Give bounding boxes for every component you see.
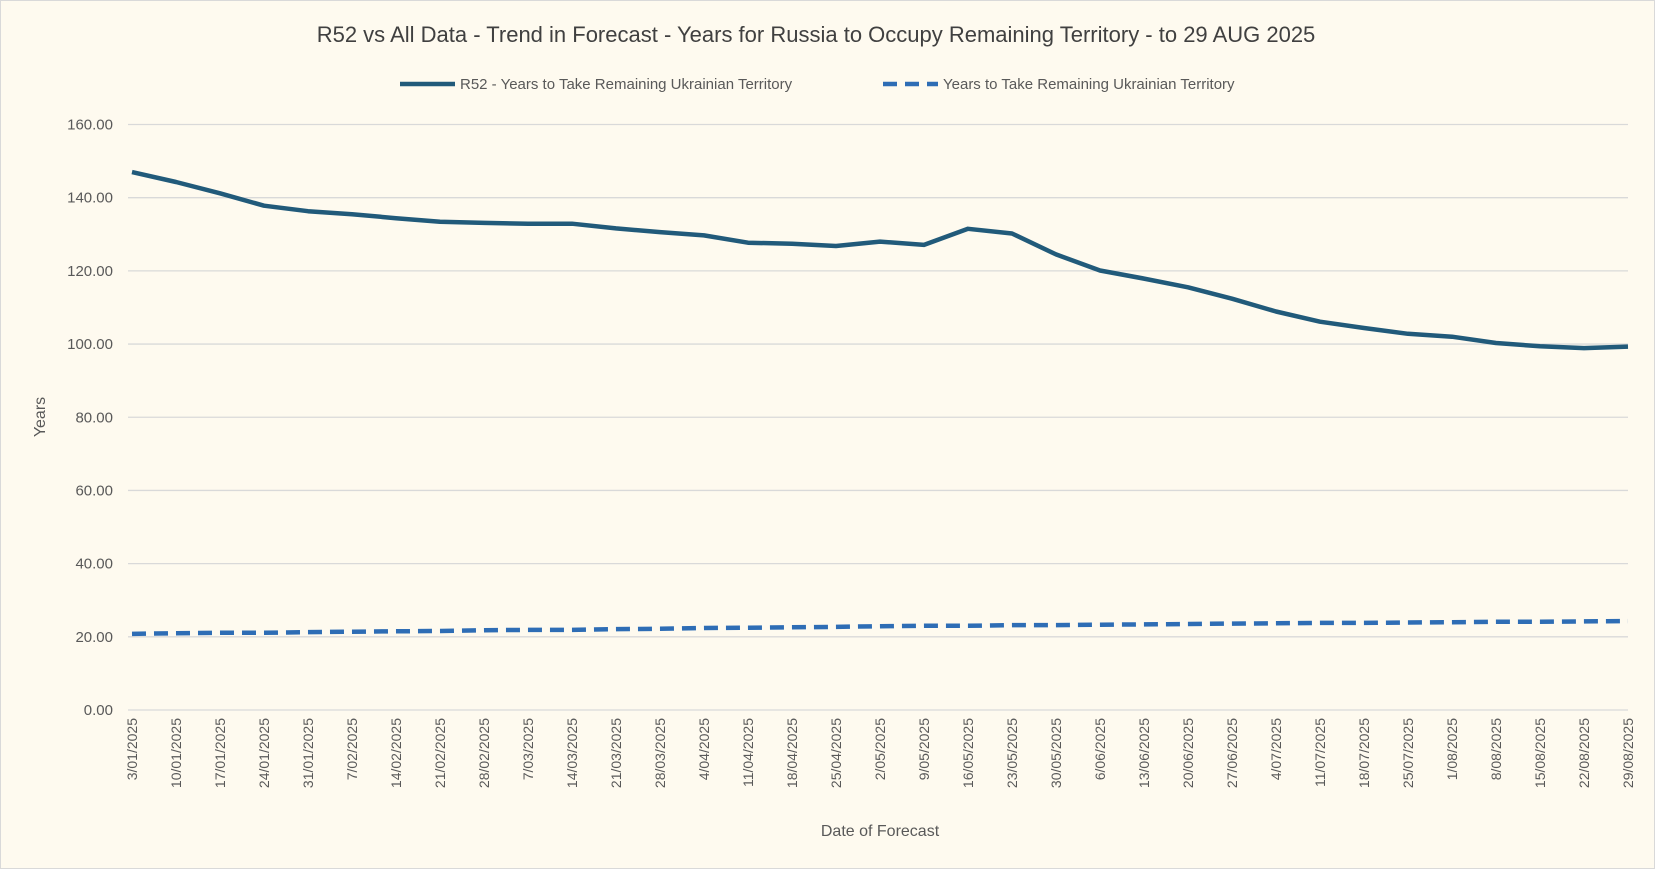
x-tick-label: 4/07/2025 <box>1268 718 1284 780</box>
x-tick-label: 29/08/2025 <box>1620 718 1636 788</box>
x-tick-label: 9/05/2025 <box>916 718 932 780</box>
x-tick-label: 18/07/2025 <box>1356 718 1372 788</box>
gridlines <box>128 123 1628 711</box>
x-tick-label: 24/01/2025 <box>256 718 272 788</box>
x-tick-label: 23/05/2025 <box>1004 718 1020 788</box>
x-tick-label: 17/01/2025 <box>212 718 228 788</box>
x-tick-label: 25/07/2025 <box>1400 718 1416 788</box>
y-tick-label: 0.00 <box>84 702 113 719</box>
y-tick-label: 60.00 <box>75 482 113 499</box>
x-tick-label: 21/03/2025 <box>608 718 624 788</box>
y-tick-label: 120.00 <box>67 263 113 280</box>
x-tick-label: 1/08/2025 <box>1444 718 1460 780</box>
x-tick-label: 2/05/2025 <box>872 718 888 780</box>
x-tick-label: 27/06/2025 <box>1224 718 1240 788</box>
x-tick-label: 4/04/2025 <box>696 718 712 780</box>
x-tick-label: 30/05/2025 <box>1048 718 1064 788</box>
x-tick-label: 7/02/2025 <box>344 718 360 780</box>
chart-title: R52 vs All Data - Trend in Forecast - Ye… <box>317 22 1316 47</box>
series-line-2 <box>131 618 1629 637</box>
y-tick-label: 80.00 <box>75 409 113 426</box>
x-tick-label: 15/08/2025 <box>1532 718 1548 788</box>
x-tick-label: 3/01/2025 <box>124 718 140 780</box>
legend: R52 - Years to Take Remaining Ukrainian … <box>400 76 1235 93</box>
x-tick-label: 31/01/2025 <box>300 718 316 788</box>
x-tick-label: 20/06/2025 <box>1180 718 1196 788</box>
y-axis-ticks: 0.00 20.00 40.00 60.00 80.00 100.00 120.00 140.… <box>67 117 113 720</box>
x-tick-label: 18/04/2025 <box>784 718 800 788</box>
x-tick-label: 28/02/2025 <box>476 718 492 788</box>
x-tick-label: 14/03/2025 <box>564 718 580 788</box>
y-tick-label: 100.00 <box>67 336 113 353</box>
x-tick-label: 11/07/2025 <box>1312 718 1328 787</box>
y-axis-title: Years <box>32 397 49 437</box>
x-tick-label: 21/02/2025 <box>432 718 448 788</box>
legend-label-2: Years to Take Remaining Ukrainian Territ… <box>943 76 1235 93</box>
x-tick-label: 28/03/2025 <box>652 718 668 788</box>
x-tick-label: 10/01/2025 <box>168 718 184 788</box>
y-tick-label: 20.00 <box>75 629 113 646</box>
x-tick-label: 22/08/2025 <box>1576 718 1592 788</box>
legend-label-1: R52 - Years to Take Remaining Ukrainian … <box>460 76 793 93</box>
y-tick-label: 40.00 <box>75 556 113 573</box>
x-tick-label: 8/08/2025 <box>1488 718 1504 780</box>
x-tick-label: 6/06/2025 <box>1092 718 1108 780</box>
x-tick-label: 7/03/2025 <box>520 718 536 780</box>
x-tick-label: 14/02/2025 <box>388 718 404 788</box>
x-axis-ticks: 3/01/2025 10/01/2025 17/01/2025 24/01/2025 3… <box>124 718 1636 788</box>
x-tick-label: 25/04/2025 <box>828 718 844 788</box>
x-tick-label: 16/05/2025 <box>960 718 976 788</box>
x-tick-label: 11/04/2025 <box>740 718 756 787</box>
series-lines <box>131 169 1629 637</box>
series-line-1 <box>131 169 1629 351</box>
y-tick-label: 140.00 <box>67 190 113 207</box>
x-axis-title: Date of Forecast <box>821 823 940 840</box>
x-tick-label: 13/06/2025 <box>1136 718 1152 788</box>
y-tick-label: 160.00 <box>67 117 113 134</box>
